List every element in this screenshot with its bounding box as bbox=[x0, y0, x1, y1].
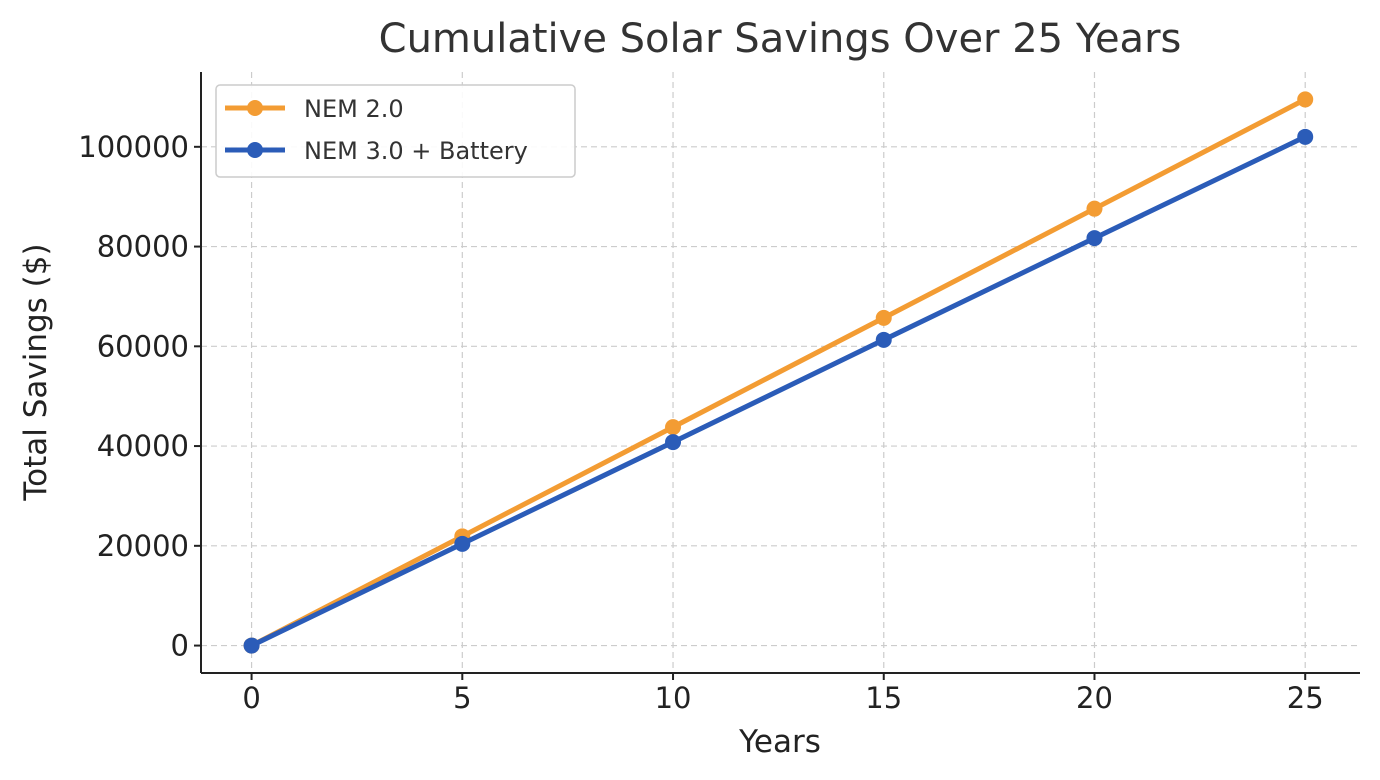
data-point-nem-2-0 bbox=[875, 309, 892, 326]
legend-box bbox=[215, 84, 576, 178]
y-tick-label: 80000 bbox=[97, 230, 189, 264]
data-point-nem-3-0-battery bbox=[454, 535, 471, 552]
x-tick-label: 25 bbox=[1287, 681, 1324, 715]
y-tick-label: 60000 bbox=[97, 329, 189, 363]
y-axis-label: Total Savings ($) bbox=[18, 243, 54, 501]
data-point-nem-2-0 bbox=[1297, 91, 1314, 108]
x-tick-label: 0 bbox=[242, 681, 260, 715]
x-tick-label: 5 bbox=[453, 681, 471, 715]
series-line-nem-2-0 bbox=[249, 96, 1308, 649]
data-point-nem-3-0-battery bbox=[1297, 128, 1314, 145]
series-line-nem-3-0-battery bbox=[249, 134, 1308, 649]
x-tick-label: 10 bbox=[655, 681, 692, 715]
data-point-nem-3-0-battery bbox=[243, 637, 260, 654]
x-tick-label: 20 bbox=[1076, 681, 1113, 715]
legend: NEM 2.0 NEM 3.0 + Battery bbox=[215, 84, 576, 178]
grid-lines bbox=[201, 72, 1360, 673]
data-point-nem-3-0-battery bbox=[665, 434, 682, 451]
data-point-nem-2-0 bbox=[665, 419, 682, 436]
legend-swatch-marker-nem-3-0-battery bbox=[247, 142, 263, 158]
data-point-nem-3-0-battery bbox=[875, 331, 892, 348]
y-tick-label: 40000 bbox=[97, 429, 189, 463]
axes: 0 5 10 15 20 25 0 20000 40000 60000 80000 100000 bbox=[78, 72, 1360, 715]
y-tick-label: 20000 bbox=[97, 529, 189, 563]
chart-title: Cumulative Solar Savings Over 25 Years bbox=[379, 16, 1182, 62]
x-axis-label: Years bbox=[738, 724, 821, 760]
y-tick-label: 0 bbox=[171, 629, 189, 663]
y-tick-label: 100000 bbox=[78, 130, 189, 164]
data-point-nem-3-0-battery bbox=[1086, 230, 1103, 247]
legend-swatch-marker-nem-2-0 bbox=[247, 100, 263, 116]
x-tick-label: 15 bbox=[865, 681, 902, 715]
legend-label-nem-2-0: NEM 2.0 bbox=[304, 95, 404, 123]
data-point-nem-2-0 bbox=[1086, 200, 1103, 217]
data-series bbox=[243, 91, 1314, 654]
legend-label-nem-3-0-battery: NEM 3.0 + Battery bbox=[304, 137, 528, 165]
